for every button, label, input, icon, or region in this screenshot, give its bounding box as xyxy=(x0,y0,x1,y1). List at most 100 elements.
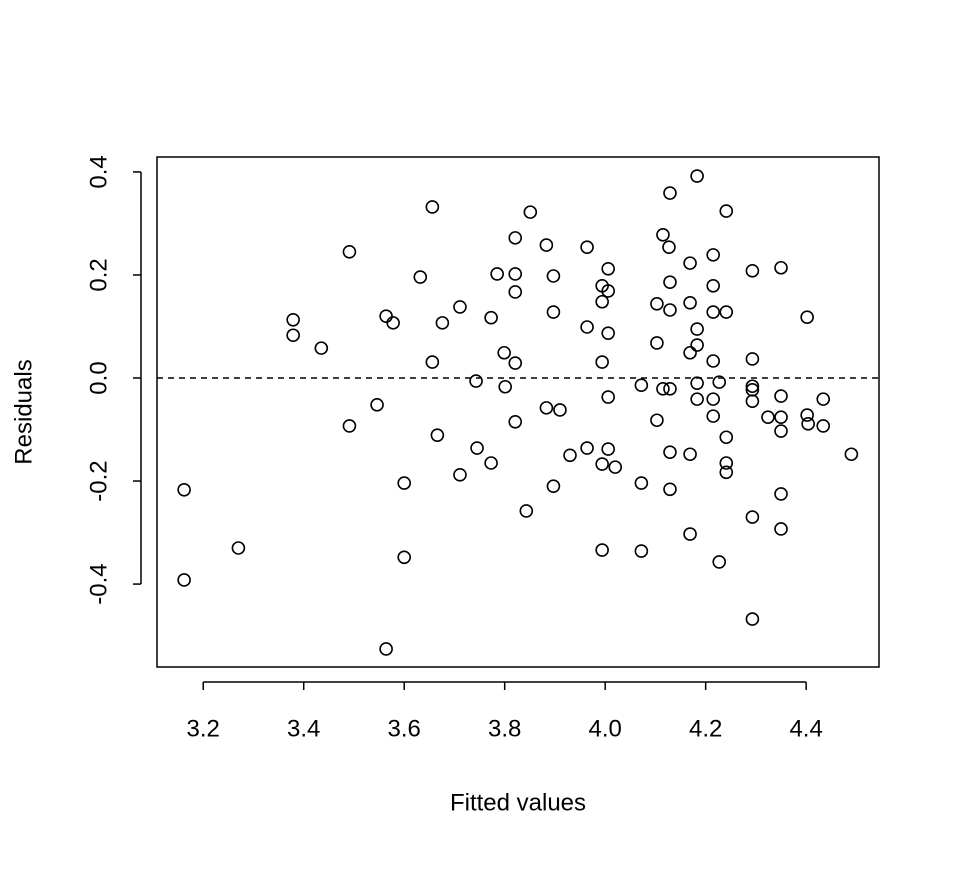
point xyxy=(397,550,411,565)
point xyxy=(608,460,623,474)
point xyxy=(706,278,720,293)
point xyxy=(706,248,720,262)
point xyxy=(662,240,676,254)
point xyxy=(453,300,467,314)
point xyxy=(761,410,775,424)
point xyxy=(800,310,814,325)
point xyxy=(683,447,697,462)
point xyxy=(745,379,760,394)
point xyxy=(519,504,534,518)
point xyxy=(745,510,760,524)
point xyxy=(663,186,677,200)
point xyxy=(719,465,734,480)
y-tick-label: -0.2 xyxy=(85,460,112,501)
point xyxy=(397,476,411,490)
point xyxy=(690,376,704,390)
point xyxy=(314,341,329,355)
point xyxy=(177,573,191,587)
point xyxy=(508,414,523,429)
point xyxy=(601,390,615,404)
point xyxy=(774,410,788,424)
point xyxy=(801,417,815,431)
point xyxy=(745,394,760,408)
point xyxy=(774,424,788,438)
point xyxy=(539,238,554,252)
point xyxy=(553,403,567,417)
x-tick-label: 3.6 xyxy=(388,715,421,742)
point xyxy=(712,555,727,569)
point xyxy=(286,312,300,327)
point xyxy=(601,326,615,340)
point xyxy=(595,355,609,369)
x-axis-title: Fitted values xyxy=(450,789,586,816)
point xyxy=(690,322,704,336)
point xyxy=(663,303,677,317)
point xyxy=(690,169,704,183)
point xyxy=(453,468,467,482)
y-tick-label: 0.0 xyxy=(85,361,112,394)
point xyxy=(800,408,814,422)
point xyxy=(435,316,450,330)
point xyxy=(580,320,594,334)
point xyxy=(690,392,704,406)
point xyxy=(634,378,649,393)
point xyxy=(719,204,734,218)
point xyxy=(663,482,677,497)
plot-box xyxy=(156,156,880,668)
point xyxy=(508,356,523,370)
point xyxy=(844,447,859,462)
point xyxy=(231,541,246,555)
point xyxy=(683,256,697,270)
point xyxy=(563,448,577,463)
point xyxy=(706,392,720,406)
point xyxy=(508,285,523,299)
point xyxy=(546,479,561,493)
point xyxy=(177,482,191,497)
point xyxy=(425,355,440,369)
point xyxy=(683,295,697,310)
point xyxy=(580,240,594,254)
point xyxy=(719,430,734,445)
point xyxy=(774,260,788,275)
point xyxy=(370,397,384,412)
point xyxy=(650,297,664,311)
point xyxy=(634,476,649,490)
y-tick-label: 0.4 xyxy=(85,155,112,188)
y-tick-label: -0.4 xyxy=(85,563,112,604)
point xyxy=(719,305,734,319)
x-tick-label: 3.4 xyxy=(287,715,320,742)
point xyxy=(816,392,831,406)
x-tick-label: 3.8 xyxy=(488,715,521,742)
point xyxy=(470,441,484,455)
point xyxy=(497,345,511,360)
point xyxy=(706,305,720,319)
point xyxy=(719,456,734,470)
point xyxy=(595,294,609,309)
point xyxy=(595,543,609,557)
point xyxy=(663,445,677,459)
point xyxy=(379,309,393,323)
point xyxy=(656,227,670,242)
point xyxy=(774,389,788,403)
point xyxy=(601,442,615,456)
point xyxy=(498,379,512,394)
point xyxy=(469,374,483,388)
point xyxy=(490,267,504,281)
point xyxy=(286,328,300,343)
point xyxy=(508,267,523,281)
x-tick-label: 4.2 xyxy=(689,715,722,742)
point xyxy=(386,316,400,330)
point xyxy=(342,244,357,259)
point xyxy=(774,487,788,501)
point xyxy=(745,612,760,626)
y-tick-label: 0.2 xyxy=(85,258,112,291)
point xyxy=(413,270,428,284)
point xyxy=(706,409,720,423)
point xyxy=(601,284,615,298)
point xyxy=(546,305,561,319)
point xyxy=(484,456,498,470)
x-tick-label: 4.0 xyxy=(588,715,621,742)
point xyxy=(425,200,440,214)
point xyxy=(663,275,677,289)
